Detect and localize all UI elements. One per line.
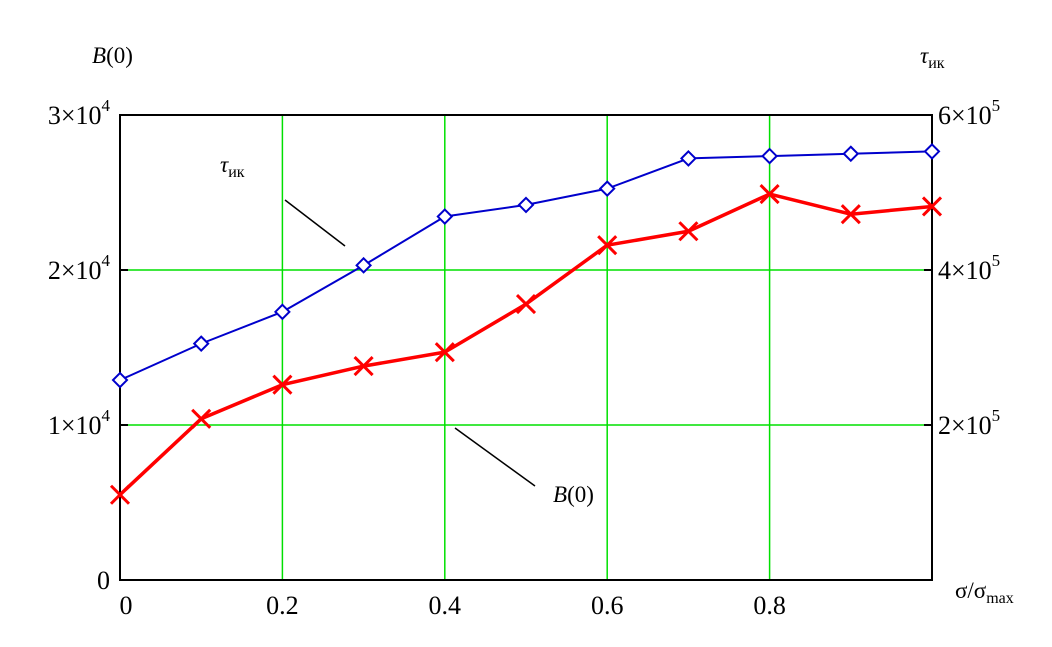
data-point: [436, 208, 454, 225]
data-point: [678, 221, 699, 242]
series-layer: [109, 143, 943, 505]
x-tick-label: 0: [120, 591, 133, 620]
plot-border: [119, 114, 933, 581]
data-point: [923, 143, 941, 160]
data-point: [353, 356, 374, 377]
tick-labels: 0 0.2 0.4 0.6 0.8 0 1×104 2×104 3×104 2×105 4×105 6…: [48, 96, 1000, 620]
leader-line-b0: [454, 427, 536, 487]
series-b0: [109, 183, 943, 505]
series-label-b0: B(0): [553, 482, 594, 507]
series-tau: [111, 143, 941, 389]
right-tick-label: 6×105: [938, 96, 1000, 130]
data-point: [759, 183, 780, 205]
right-tick-label: 4×105: [938, 251, 1000, 285]
x-tick-label: 0.4: [429, 591, 462, 620]
right-axis-label: τик: [920, 43, 945, 72]
data-point: [191, 408, 212, 429]
data-point: [515, 294, 537, 315]
data-point: [272, 374, 293, 395]
data-point: [597, 235, 618, 256]
data-point: [679, 149, 697, 167]
left-tick-label: 2×104: [48, 251, 111, 285]
data-point: [842, 145, 860, 163]
x-axis-label: σ/σmax: [955, 578, 1014, 607]
left-tick-label: 3×104: [48, 96, 111, 130]
data-point: [111, 371, 129, 389]
data-point: [355, 256, 373, 274]
data-point: [273, 303, 291, 321]
series-label-tau: τик: [220, 152, 245, 181]
data-point: [192, 335, 210, 353]
data-point: [109, 484, 131, 505]
series-line: [118, 192, 933, 497]
right-tick-label: 2×105: [938, 406, 1000, 440]
left-tick-label: 0: [97, 566, 110, 595]
grid: [120, 115, 932, 580]
data-point: [598, 180, 616, 198]
data-point: [517, 196, 535, 214]
leader-line-tau: [284, 199, 346, 247]
plot-frame: [119, 114, 933, 581]
x-tick-label: 0.2: [266, 591, 299, 620]
x-tick-label: 0.6: [591, 591, 624, 620]
left-axis-label: B(0): [92, 43, 133, 68]
x-tick-label: 0.8: [753, 591, 786, 620]
data-point: [434, 342, 455, 363]
data-point: [921, 196, 943, 217]
left-tick-label: 1×104: [48, 406, 111, 440]
data-point: [840, 204, 861, 225]
axis-labels: B(0) τик σ/σmax τик B(0): [92, 43, 1014, 607]
series-line: [119, 150, 933, 381]
data-point: [761, 147, 779, 165]
